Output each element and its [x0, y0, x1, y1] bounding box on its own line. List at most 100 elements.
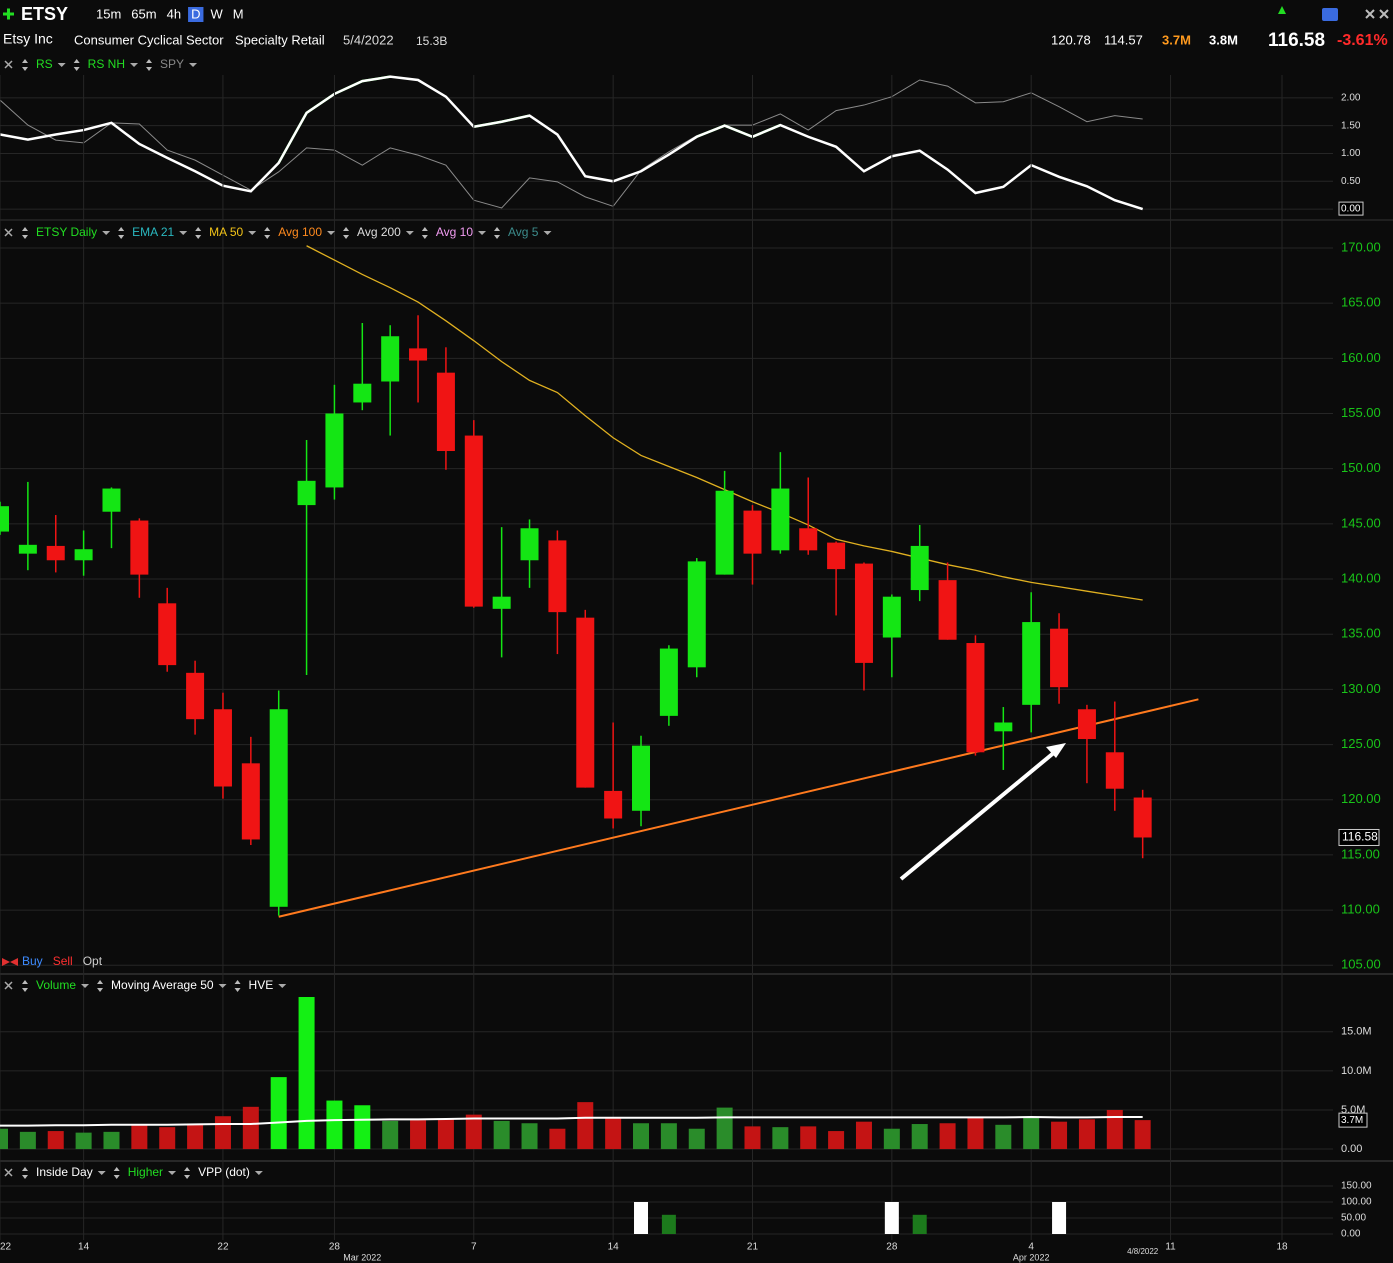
candle-body — [994, 722, 1013, 732]
legend-entry[interactable]: Avg 10 — [436, 225, 473, 239]
timeframe[interactable]: D — [191, 6, 200, 21]
candle-body — [0, 506, 9, 532]
legend-entry[interactable]: ETSY Daily — [36, 225, 97, 239]
window-icons[interactable] — [1365, 9, 1389, 19]
dropdown-icon — [218, 984, 227, 988]
legend-entry[interactable]: VPP (dot) — [198, 1165, 250, 1179]
dropdown-icon — [130, 63, 139, 67]
legend-entry[interactable]: Avg 5 — [508, 225, 539, 239]
volume-bar — [270, 1077, 287, 1150]
volume-bar — [326, 1100, 343, 1150]
legend-entry[interactable]: Higher — [128, 1165, 163, 1179]
candle-body — [1105, 752, 1124, 789]
close-icon[interactable] — [4, 1168, 13, 1177]
updown-icon — [97, 980, 104, 992]
trade-label[interactable]: Sell — [53, 954, 73, 968]
volume-bar — [660, 1123, 677, 1150]
x-tick-label: 14 — [608, 1242, 620, 1253]
updown-icon — [234, 980, 241, 992]
indicator-bar — [884, 1202, 899, 1234]
timeframe[interactable]: 4h — [167, 6, 181, 21]
dropdown-icon — [102, 231, 111, 235]
volume: 3.7M — [1162, 32, 1191, 47]
volume-bar — [828, 1131, 845, 1150]
x-tick-label: 22 — [217, 1242, 229, 1253]
volume-bar — [688, 1128, 705, 1150]
month-label: Apr 2022 — [1013, 1252, 1050, 1262]
y-tick-label: 115.00 — [1341, 846, 1380, 861]
volume-bar — [47, 1131, 64, 1150]
y-tick-label: 105.00 — [1341, 957, 1381, 972]
candle-body — [882, 596, 901, 638]
volume-bar — [103, 1131, 120, 1150]
candle-body — [771, 488, 790, 551]
legend-entry[interactable]: HVE — [249, 978, 274, 992]
updown-icon — [22, 227, 28, 239]
volume-bar — [75, 1132, 92, 1150]
candle-body — [604, 790, 623, 819]
updown-icon — [118, 227, 125, 239]
legend-entry[interactable]: Avg 200 — [357, 225, 401, 239]
arrow-head — [1046, 743, 1066, 758]
candle-body — [409, 348, 428, 361]
price: 116.58 — [1268, 30, 1325, 51]
updown-icon — [73, 59, 80, 71]
candle-body — [130, 520, 149, 575]
candle-body — [938, 580, 957, 640]
close-icon[interactable] — [4, 981, 13, 990]
trendline — [278, 698, 1199, 918]
updown-icon — [22, 980, 28, 992]
volume-bar — [410, 1120, 427, 1150]
y-tick-label: 130.00 — [1341, 681, 1381, 696]
trade-label[interactable]: Buy — [22, 954, 43, 968]
candle-body — [74, 549, 93, 561]
last-value-label: 0.00 — [1341, 204, 1361, 215]
y-tick-label: 1.50 — [1341, 120, 1361, 131]
add-icon[interactable] — [3, 8, 14, 20]
s-icon[interactable] — [1322, 8, 1338, 21]
month-label: Mar 2022 — [343, 1252, 381, 1262]
candle-body — [1133, 797, 1152, 838]
timeframe[interactable]: M — [233, 6, 244, 21]
candle-body — [1022, 622, 1041, 705]
legend-entry[interactable]: RS — [36, 57, 53, 71]
star-icon[interactable] — [1278, 6, 1286, 14]
close-icon[interactable] — [4, 228, 13, 237]
volume-bar — [465, 1114, 482, 1150]
timeframe[interactable]: 15m — [96, 6, 121, 21]
low: 114.57 — [1104, 32, 1143, 47]
updown-icon — [184, 1167, 191, 1179]
indicator-bar — [912, 1214, 927, 1234]
timeframe[interactable]: 65m — [131, 6, 156, 21]
y-tick-label: 145.00 — [1341, 515, 1381, 530]
candle-body — [1077, 709, 1096, 740]
trade-label[interactable]: Opt — [83, 954, 103, 968]
legend-entry[interactable]: RS NH — [88, 57, 125, 71]
company: Etsy Inc — [3, 31, 53, 47]
volume-bar — [437, 1119, 454, 1150]
x-tick-label: 2022 — [0, 1242, 12, 1253]
timeframe[interactable]: W — [210, 6, 223, 21]
close-icon[interactable] — [4, 60, 13, 69]
symbol[interactable]: ETSY — [21, 4, 68, 24]
volume-bar — [772, 1127, 789, 1150]
last-volume-box — [1338, 1112, 1368, 1128]
legend-entry[interactable]: Avg 100 — [278, 225, 322, 239]
volume-bar — [577, 1102, 594, 1150]
y-tick-label: 0.00 — [1341, 1143, 1362, 1155]
y-tick-label: 15.0M — [1341, 1026, 1372, 1038]
legend-entry[interactable]: SPY — [160, 57, 184, 71]
legend-entry[interactable]: EMA 21 — [132, 225, 174, 239]
x-tick-label: 11 — [1165, 1242, 1176, 1253]
y-tick-label: 150.00 — [1341, 460, 1381, 475]
legend-entry[interactable]: Inside Day — [36, 1165, 93, 1179]
legend-entry[interactable]: Volume — [36, 978, 76, 992]
trade-icon — [2, 958, 18, 966]
date: 5/4/2022 — [343, 32, 394, 47]
legend-entry[interactable]: MA 50 — [209, 225, 243, 239]
updown-icon — [146, 59, 153, 71]
candle-body — [715, 490, 734, 575]
volume-bar — [744, 1126, 761, 1150]
legend-entry[interactable]: Moving Average 50 — [111, 978, 214, 992]
candle-body — [966, 643, 985, 753]
